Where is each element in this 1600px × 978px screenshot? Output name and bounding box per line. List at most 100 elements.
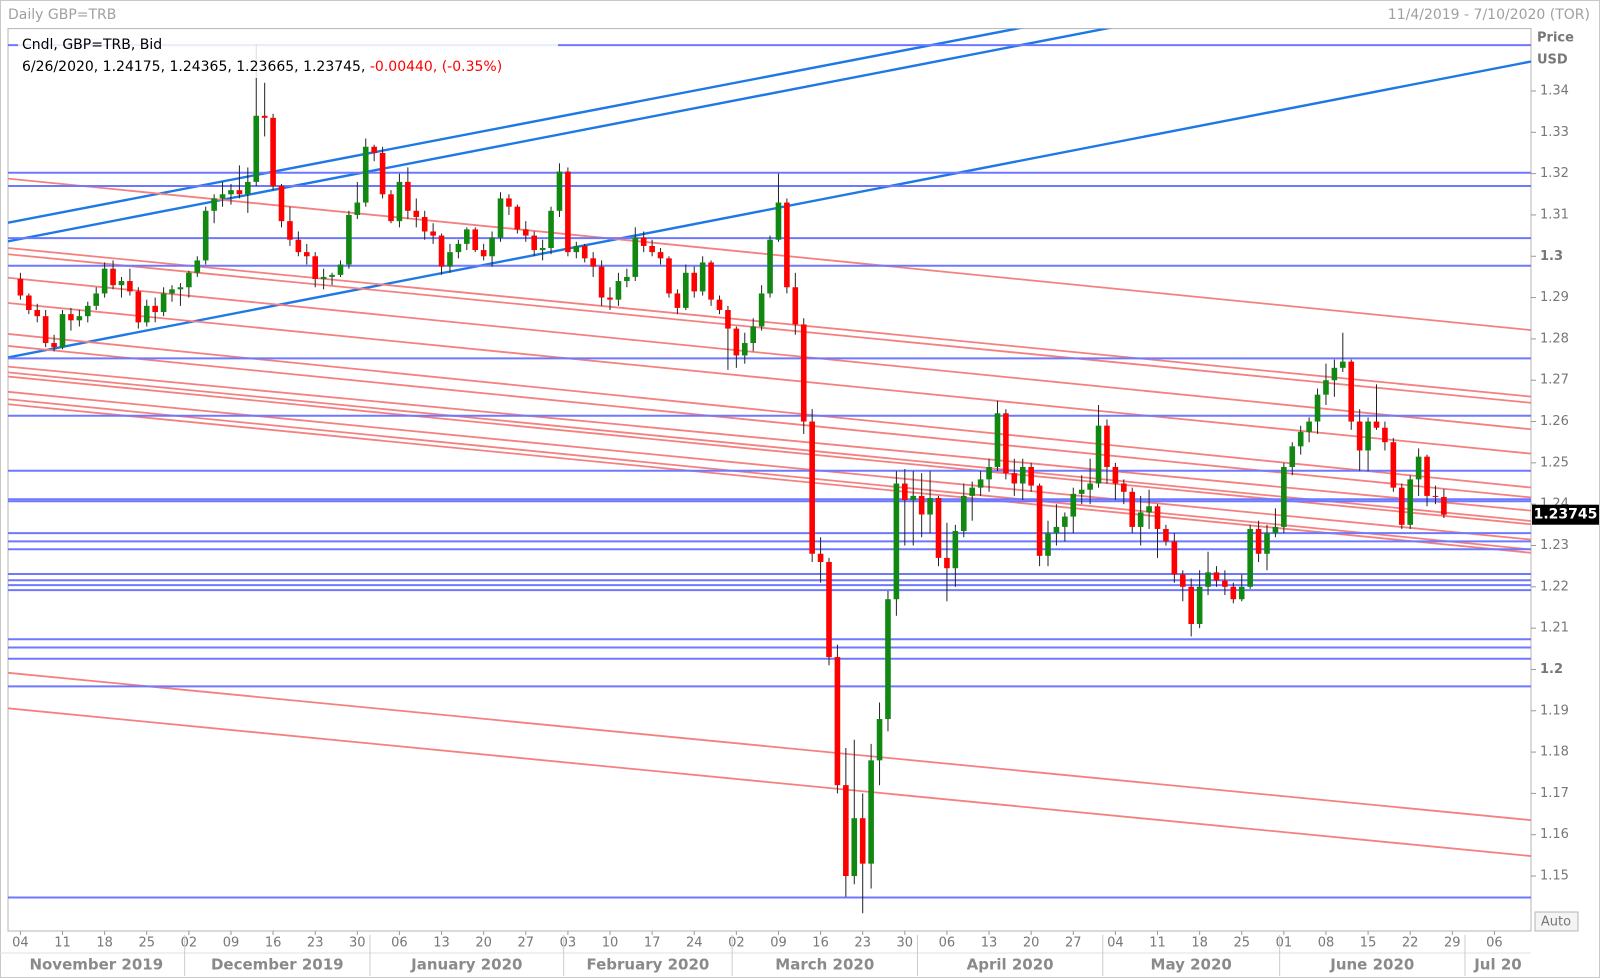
candle-body (699, 262, 706, 292)
x-tick-label: 01 (1276, 936, 1293, 951)
candle-body (1398, 487, 1405, 525)
trend-line (8, 333, 1531, 489)
x-tick-label: 27 (1065, 936, 1082, 951)
candle-body (539, 248, 546, 251)
candle-body (817, 553, 824, 563)
candle-body (1365, 421, 1371, 451)
candle-body (228, 190, 234, 195)
candle-body (851, 818, 858, 877)
x-tick-label: 03 (560, 936, 577, 951)
y-tick-label: 1.16 (1540, 827, 1569, 842)
x-tick-label: 08 (1318, 936, 1335, 951)
candle-body (413, 210, 420, 218)
candle-body (902, 483, 908, 501)
candle-body (59, 314, 66, 348)
y-tick-label: 1.15 (1540, 869, 1569, 884)
last-price-box (1532, 504, 1599, 525)
y-tick-label: 1.19 (1540, 703, 1569, 718)
candle-body (1028, 466, 1034, 486)
candle-body (76, 316, 83, 321)
candle-body (674, 293, 681, 308)
trend-line (8, 671, 1531, 822)
candle-body (1255, 528, 1262, 554)
x-tick-label: 17 (644, 936, 661, 951)
candle-body (952, 531, 959, 569)
trend-line (8, 28, 1113, 243)
candle-body (253, 115, 260, 182)
candle-body (84, 305, 91, 317)
candle-body (430, 231, 436, 236)
candle-body (716, 299, 723, 310)
candle-body (388, 194, 394, 222)
y-axis-label: Price (1537, 31, 1574, 46)
candle-body (1314, 394, 1321, 422)
candle-body (994, 413, 1001, 467)
candle-body (1171, 541, 1178, 575)
candle-body (1373, 421, 1380, 428)
candle-body (1045, 533, 1051, 556)
y-tick-label: 1.34 (1540, 83, 1569, 98)
candle-body (261, 115, 268, 118)
candle-body (1053, 526, 1060, 534)
month-label: December 2019 (211, 956, 344, 974)
candle-body (1222, 580, 1228, 587)
candle-body (691, 272, 698, 292)
candle-body (177, 287, 184, 290)
candle-body (186, 272, 192, 288)
x-tick-label: 30 (897, 936, 914, 951)
candle-body (733, 328, 740, 356)
candle-body (1213, 572, 1220, 581)
candle-body (893, 483, 900, 600)
y-tick-label: 1.31 (1540, 207, 1569, 222)
candle-body (194, 260, 201, 273)
candle-body (101, 268, 108, 294)
auto-button-label[interactable]: Auto (1541, 915, 1571, 930)
candle-body (725, 309, 731, 329)
auto-button[interactable] (1534, 911, 1579, 932)
candle-body (548, 210, 554, 249)
x-tick-label: 06 (391, 936, 408, 951)
candle-body (944, 557, 950, 569)
x-tick-label: 18 (96, 936, 113, 951)
x-tick-label: 06 (1486, 936, 1503, 951)
candle-body (1356, 421, 1363, 451)
candle-body (514, 206, 521, 230)
candle-body (42, 316, 49, 344)
x-tick-label: 15 (1360, 936, 1377, 951)
candle-body (1407, 479, 1413, 525)
x-tick-label: 02 (181, 936, 198, 951)
candle-body (1146, 506, 1152, 513)
month-label: May 2020 (1151, 956, 1232, 974)
candle-body (455, 243, 462, 253)
candle-body (1095, 425, 1102, 484)
candle-body (607, 297, 613, 300)
x-tick-label: 11 (1149, 936, 1166, 951)
x-tick-label: 25 (1233, 936, 1250, 951)
candle-body (1230, 586, 1237, 600)
candle-body (868, 760, 874, 864)
candle-body (1062, 516, 1068, 527)
x-tick-label: 27 (518, 936, 535, 951)
candle-body (354, 202, 361, 215)
candle-body (135, 291, 142, 323)
x-tick-label: 20 (1023, 936, 1040, 951)
candle-body (489, 237, 495, 257)
candle-body (110, 268, 116, 286)
y-tick-label: 1.26 (1540, 414, 1569, 429)
candle-body (834, 657, 841, 786)
candle-body (1348, 361, 1355, 422)
x-tick-label: 06 (939, 936, 956, 951)
candle-body (843, 785, 849, 877)
candle-body (531, 235, 538, 251)
candle-body (910, 495, 917, 501)
trend-line (8, 28, 1024, 224)
candle-body (17, 278, 24, 296)
y-tick-label: 1.23 (1540, 538, 1569, 553)
x-tick-label: 16 (812, 936, 829, 951)
candle-body (1289, 446, 1296, 467)
candle-body (480, 250, 487, 257)
candle-body (329, 274, 335, 277)
trend-line (8, 345, 1531, 499)
x-tick-label: 11 (54, 936, 71, 951)
candle-body (792, 287, 799, 325)
